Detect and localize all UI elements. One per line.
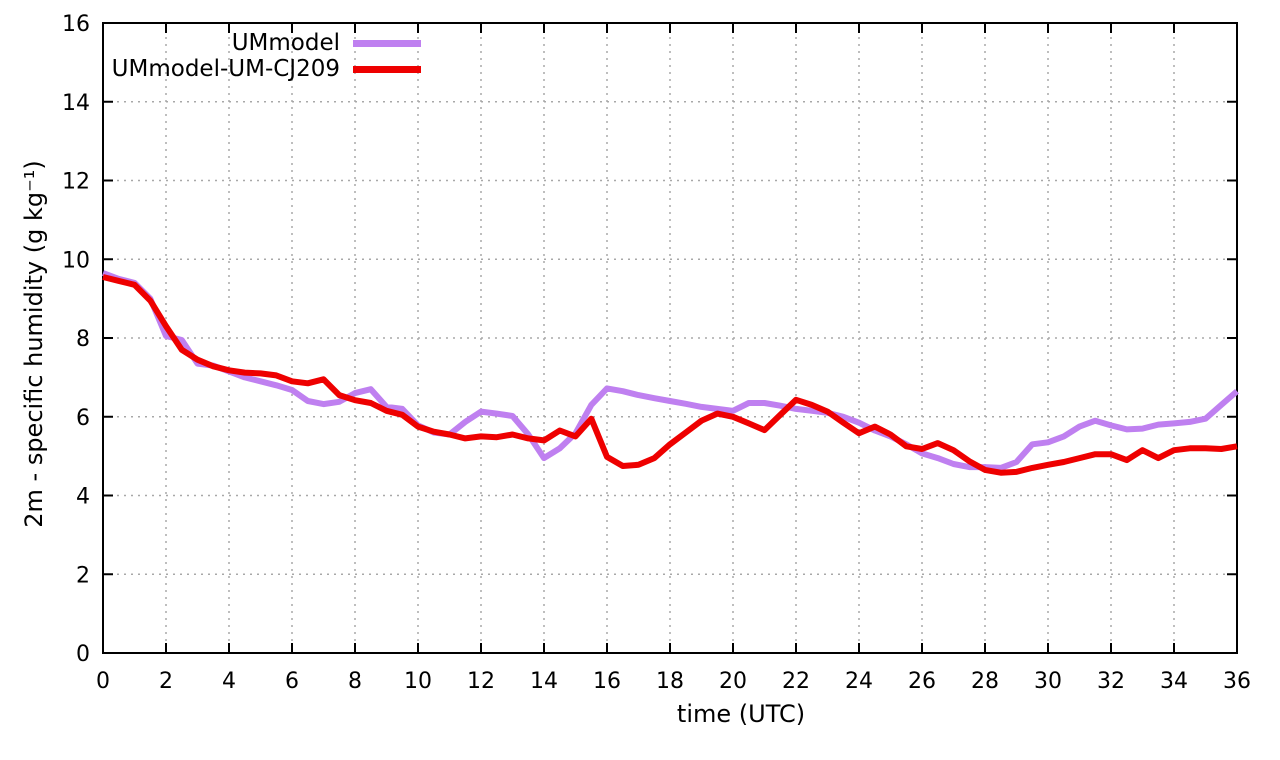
x-tick-label: 10 <box>404 669 432 694</box>
series-line-ummodel <box>101 270 1239 471</box>
y-tick-label: 6 <box>76 406 90 431</box>
legend-row: UMmodel <box>0 30 421 56</box>
y-tick-label: 10 <box>62 248 90 273</box>
x-tick-label: 8 <box>348 669 362 694</box>
x-tick-label: 4 <box>222 669 236 694</box>
legend: UMmodel UMmodel-UM-CJ209 <box>0 30 421 82</box>
x-tick-label: 36 <box>1223 669 1251 694</box>
legend-line-sample-ummodel <box>353 39 421 47</box>
plot-border <box>102 22 1238 654</box>
y-tick-label: 4 <box>76 485 90 510</box>
x-tick-label: 18 <box>656 669 684 694</box>
legend-label-ummodel: UMmodel <box>231 30 340 56</box>
x-tick-label: 34 <box>1160 669 1188 694</box>
y-tick-label: 14 <box>62 91 90 116</box>
x-tick-label: 0 <box>96 669 110 694</box>
x-tick-label: 30 <box>1034 669 1062 694</box>
x-tick-label: 6 <box>285 669 299 694</box>
y-tick-label: 2 <box>76 563 90 588</box>
y-tick-label: 16 <box>62 12 90 37</box>
x-tick-label: 26 <box>908 669 936 694</box>
y-tick-label: 0 <box>76 642 90 667</box>
x-tick-label: 2 <box>159 669 173 694</box>
x-tick-label: 24 <box>845 669 873 694</box>
x-tick-label: 16 <box>593 669 621 694</box>
y-tick-label: 8 <box>76 327 90 352</box>
series-line-ummodel-um-cj209 <box>102 274 1238 476</box>
x-axis-label: time (UTC) <box>676 700 806 728</box>
x-tick-label: 28 <box>971 669 999 694</box>
x-tick-label: 32 <box>1097 669 1125 694</box>
x-tick-label: 14 <box>530 669 558 694</box>
y-axis-label: 2m - specific humidity (g kg⁻¹) <box>20 160 48 528</box>
legend-label-ummodel-um-cj209: UMmodel-UM-CJ209 <box>111 56 340 82</box>
x-tick-label: 20 <box>719 669 747 694</box>
legend-row: UMmodel-UM-CJ209 <box>0 56 421 82</box>
legend-line-sample-ummodel-um-cj209 <box>353 65 421 73</box>
x-tick-label: 22 <box>782 669 810 694</box>
x-tick-label: 12 <box>467 669 495 694</box>
y-tick-label: 12 <box>62 170 90 195</box>
